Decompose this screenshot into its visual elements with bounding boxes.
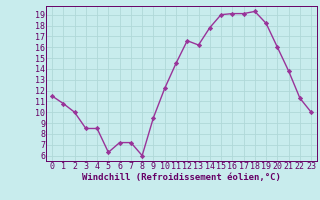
X-axis label: Windchill (Refroidissement éolien,°C): Windchill (Refroidissement éolien,°C) xyxy=(82,173,281,182)
